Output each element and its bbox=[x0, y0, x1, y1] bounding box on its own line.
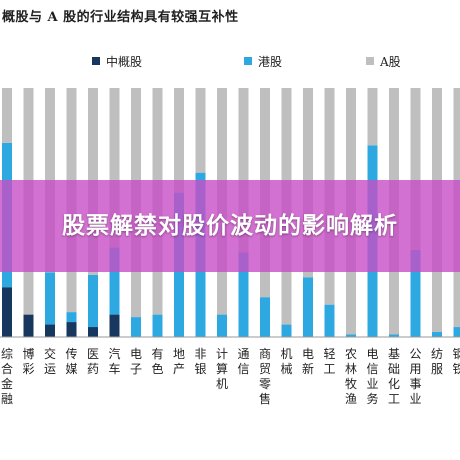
bar-0-2 bbox=[2, 88, 12, 143]
x-tick-label-5: 汽车 bbox=[108, 346, 120, 376]
x-tick-label-1: 博彩 bbox=[22, 346, 34, 376]
bar-5-2 bbox=[109, 88, 120, 248]
bar-16-1 bbox=[346, 334, 356, 337]
x-tick-label-15: 轻工 bbox=[323, 347, 335, 376]
legend-swatch-1 bbox=[244, 57, 252, 65]
bar-17-2 bbox=[367, 88, 378, 146]
bar-2-0 bbox=[45, 324, 55, 337]
legend: 中概股 港股 A股 bbox=[92, 54, 401, 69]
bar-5-0 bbox=[109, 314, 120, 337]
bar-10-1 bbox=[217, 314, 227, 337]
bar-19-2 bbox=[410, 88, 421, 250]
bar-4-0 bbox=[88, 327, 98, 337]
x-tick-label-11: 通信 bbox=[237, 347, 249, 376]
bar-4-1 bbox=[88, 274, 98, 328]
legend-swatch-0 bbox=[92, 57, 100, 65]
bar-19-1 bbox=[410, 249, 421, 337]
bar-14-1 bbox=[303, 277, 313, 337]
overlay-banner: 股票解禁对股价波动的影响解析 bbox=[0, 180, 460, 272]
legend-label-2: A股 bbox=[379, 55, 401, 69]
x-tick-label-8: 地产 bbox=[173, 347, 185, 376]
x-tick-label-7: 有色 bbox=[151, 347, 163, 376]
x-tick-label-3: 传媒 bbox=[65, 346, 77, 376]
x-tick-label-21: 钢铁 bbox=[452, 347, 460, 376]
bar-9-2 bbox=[195, 88, 206, 173]
x-tick-label-19: 公用事业 bbox=[409, 347, 421, 406]
x-tick-label-12: 商贸零售 bbox=[259, 346, 271, 406]
bar-5-1 bbox=[109, 247, 120, 315]
bar-21-1 bbox=[453, 327, 460, 337]
bar-8-2 bbox=[174, 88, 184, 193]
x-tick-label-4: 医药 bbox=[87, 347, 99, 376]
bar-11-1 bbox=[238, 252, 249, 337]
x-tick-label-18: 基础化工 bbox=[388, 347, 400, 406]
bar-12-1 bbox=[260, 297, 270, 337]
overlay-text: 股票解禁对股价波动的影响解析 bbox=[62, 213, 398, 239]
x-tick-label-0: 综合金融 bbox=[1, 347, 13, 406]
bar-18-1 bbox=[389, 334, 399, 337]
x-tick-label-14: 电新 bbox=[302, 347, 314, 376]
x-tick-label-9: 非银 bbox=[194, 347, 206, 376]
bar-3-0 bbox=[66, 322, 77, 337]
bar-15-1 bbox=[324, 304, 335, 337]
bar-6-1 bbox=[131, 317, 141, 337]
x-tick-label-17: 电信业务 bbox=[366, 347, 378, 406]
x-tick-label-6: 电子 bbox=[130, 347, 142, 376]
bar-3-1 bbox=[66, 312, 77, 323]
legend-label-1: 港股 bbox=[258, 55, 282, 69]
bar-1-0 bbox=[23, 314, 34, 337]
x-tick-label-13: 机械 bbox=[280, 347, 292, 376]
legend-swatch-2 bbox=[366, 57, 374, 65]
bar-11-2 bbox=[238, 88, 249, 253]
x-tick-label-2: 交运 bbox=[44, 346, 56, 376]
x-tick-label-20: 纺服 bbox=[431, 347, 443, 376]
legend-label-0: 中概股 bbox=[106, 54, 142, 69]
bar-20-1 bbox=[432, 332, 442, 337]
bar-2-1 bbox=[45, 272, 55, 325]
bar-13-1 bbox=[281, 324, 292, 337]
chart-title: 概股与 A 股的行业结构具有较强互补性 bbox=[2, 10, 239, 25]
bar-0-0 bbox=[2, 287, 12, 337]
bar-7-1 bbox=[152, 314, 163, 337]
x-tick-label-16: 农林牧渔 bbox=[345, 347, 357, 406]
x-tick-label-10: 计算机 bbox=[216, 347, 228, 391]
x-tick-labels: 综合金融博彩交运传媒医药汽车电子有色地产非银计算机通信商贸零售机械电新轻工农林牧… bbox=[1, 346, 460, 406]
